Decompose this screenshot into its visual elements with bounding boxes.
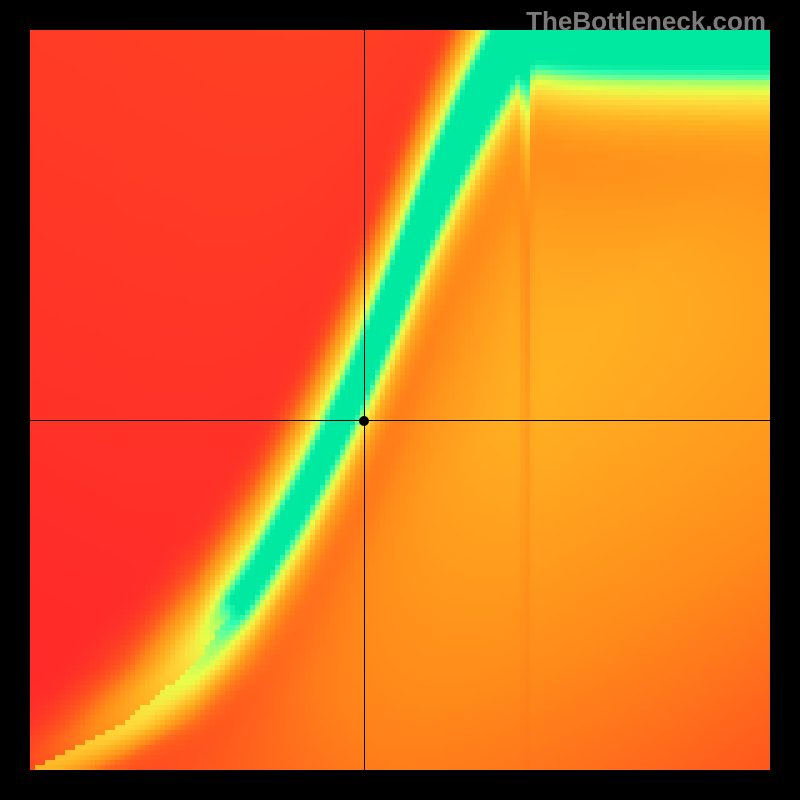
crosshair-horizontal	[30, 420, 770, 421]
watermark-label: TheBottleneck.com	[526, 6, 766, 37]
crosshair-vertical	[364, 30, 365, 770]
chart-container: TheBottleneck.com	[0, 0, 800, 800]
bottleneck-heatmap	[30, 30, 770, 770]
